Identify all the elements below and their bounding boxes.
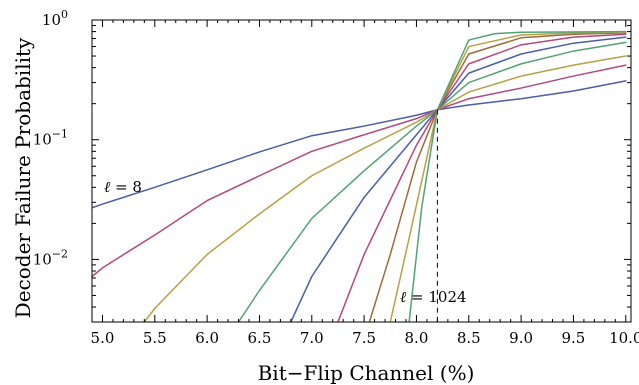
series-line-8 — [389, 31, 627, 322]
series-line-1 — [92, 80, 627, 209]
series-line-7 — [368, 32, 627, 322]
series-line-2 — [92, 64, 627, 278]
y-tick-label-2: 10−2 — [33, 247, 68, 268]
annotation-l-8: ℓ = 8 — [104, 178, 142, 196]
plot-frame — [91, 19, 632, 323]
x-tick-label-5: 7.5 — [352, 329, 376, 347]
x-tick-label-0: 5.0 — [91, 329, 115, 347]
annotation-l-1024-symbol: ℓ — [400, 288, 406, 306]
annotation-l-8-symbol: ℓ — [104, 178, 110, 196]
x-tick-label-1: 5.5 — [143, 329, 167, 347]
x-axis-title: Bit−Flip Channel (%) — [258, 361, 475, 385]
x-tick-label-8: 9.0 — [509, 329, 533, 347]
x-tick-label-9: 9.5 — [562, 329, 586, 347]
series-line-4 — [237, 41, 627, 322]
tick-labels-group: 5.0 5.5 6.0 6.5 7.0 7.5 8.0 8.5 9.0 9.5 10.0 100 10−… — [33, 8, 639, 347]
x-tick-label-10: 10.0 — [609, 329, 639, 347]
y-axis-title: Decoder Failure Probability — [11, 37, 35, 318]
series-group — [92, 30, 627, 322]
x-tick-label-2: 6.0 — [195, 329, 219, 347]
ticks-group — [92, 19, 631, 323]
annotation-l-1024-value: = 1024 — [406, 288, 466, 306]
x-tick-label-4: 7.0 — [300, 329, 324, 347]
x-tick-label-6: 8.0 — [405, 329, 429, 347]
x-tick-label-3: 6.5 — [248, 329, 272, 347]
annotation-l-1024: ℓ = 1024 — [400, 288, 467, 306]
y-tick-label-1: 10−1 — [33, 128, 68, 149]
series-line-9 — [408, 30, 627, 322]
annotation-l-8-value: = 8 — [110, 178, 142, 196]
series-line-3 — [143, 55, 627, 322]
series-line-6 — [337, 33, 627, 322]
x-tick-label-7: 8.5 — [457, 329, 481, 347]
y-tick-label-0: 100 — [42, 8, 68, 29]
